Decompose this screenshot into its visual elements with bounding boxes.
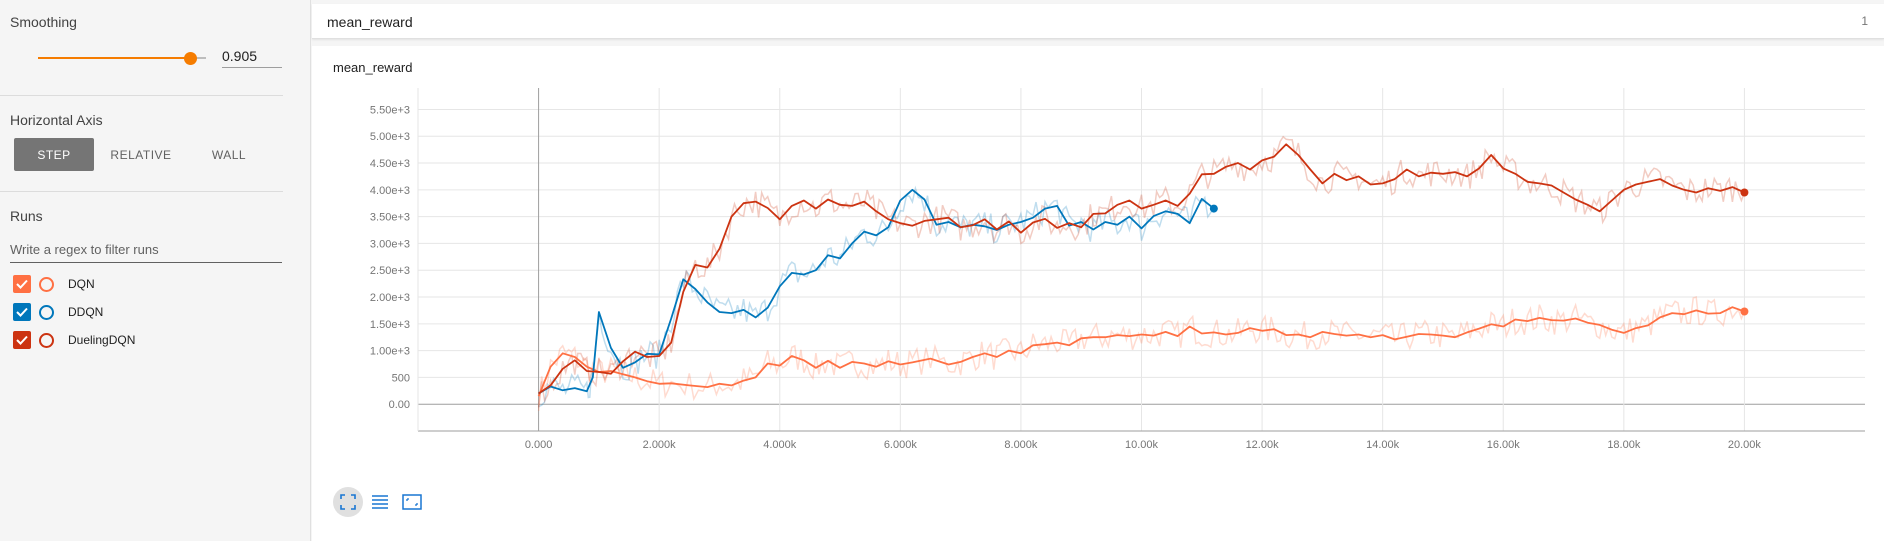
- chart-svg[interactable]: 0.00 500 1.00e+3 1.50e+3 2.00e+3 2.50e+3 3.00e…: [312, 46, 1884, 541]
- raw-line-duelingdqn: [537, 135, 1746, 408]
- sidebar: Smoothing 0.905 Horizontal Axis STEP REL…: [0, 0, 311, 541]
- run-filter-input[interactable]: [10, 237, 282, 263]
- series-line-duelingdqn: [538, 143, 1745, 395]
- run-color-ring-dqn[interactable]: [39, 276, 54, 292]
- x-tick-label: 20.00k: [1728, 439, 1762, 451]
- x-tick-label: 18.00k: [1607, 439, 1641, 451]
- series-endpoint-duelingdqn: [1740, 188, 1749, 197]
- smoothing-slider-track[interactable]: [38, 57, 191, 59]
- divider: [0, 95, 283, 96]
- axis-relative-button[interactable]: RELATIVE: [110, 147, 172, 162]
- run-label-dqn: DQN: [68, 277, 95, 291]
- tag-group-header[interactable]: mean_reward 1: [312, 4, 1884, 39]
- y-tick-label: 2.00e+3: [370, 292, 410, 304]
- chart-card: 0.00 500 1.00e+3 1.50e+3 2.00e+3 2.50e+3 3.00e…: [312, 46, 1884, 541]
- y-tick-label: 0.00: [389, 399, 410, 411]
- fit-domain-icon: [340, 494, 356, 510]
- horizontal-axis-title: Horizontal Axis: [10, 112, 103, 128]
- series-endpoint-dqn: [1740, 307, 1749, 316]
- raw-line-ddqn: [538, 185, 1215, 408]
- run-label-ddqn: DDQN: [68, 305, 104, 319]
- x-tick-label: 16.00k: [1487, 439, 1521, 451]
- checkmark-icon: [16, 307, 28, 317]
- series-line-ddqn: [538, 188, 1215, 395]
- y-tick-label: 500: [392, 372, 410, 384]
- run-item-dqn[interactable]: DQN: [13, 274, 95, 294]
- run-checkbox-ddqn[interactable]: [13, 303, 31, 321]
- smoothing-slider-rest[interactable]: [190, 57, 206, 59]
- run-item-duelingdqn[interactable]: DuelingDQN: [13, 330, 135, 350]
- run-checkbox-dqn[interactable]: [13, 275, 31, 293]
- log-scale-icon: [402, 494, 422, 510]
- y-tick-label: 4.00e+3: [370, 185, 410, 197]
- axis-step-button[interactable]: STEP: [14, 138, 94, 171]
- y-tick-label: 1.50e+3: [370, 319, 410, 331]
- data-selection-button[interactable]: [365, 487, 395, 517]
- y-tick-label: 1.00e+3: [370, 346, 410, 358]
- data-selection-icon: [372, 495, 388, 509]
- smoothing-title: Smoothing: [10, 14, 77, 30]
- x-tick-label: 4.000k: [763, 439, 797, 451]
- x-tick-label: 8.000k: [1004, 439, 1038, 451]
- series-endpoint-ddqn: [1209, 204, 1218, 213]
- y-tick-label: 3.00e+3: [370, 238, 410, 250]
- y-tick-label: 5.00e+3: [370, 131, 410, 143]
- checkmark-icon: [16, 335, 28, 345]
- y-tick-label: 5.50e+3: [370, 104, 410, 116]
- tag-group-count: 1: [1861, 14, 1868, 28]
- smoothing-slider-thumb[interactable]: [183, 52, 197, 65]
- y-tick-label: 4.50e+3: [370, 158, 410, 170]
- checkmark-icon: [16, 279, 28, 289]
- x-tick-label: 2.000k: [643, 439, 677, 451]
- tag-group-title: mean_reward: [327, 14, 413, 30]
- run-label-duelingdqn: DuelingDQN: [68, 333, 136, 347]
- series-line-dqn: [537, 306, 1745, 397]
- y-tick-label: 3.50e+3: [370, 212, 410, 224]
- fit-domain-button[interactable]: [333, 487, 363, 517]
- log-scale-button[interactable]: [397, 487, 427, 517]
- divider: [0, 191, 283, 192]
- x-tick-label: 10.00k: [1125, 439, 1159, 451]
- smoothing-value-input[interactable]: 0.905: [222, 48, 282, 68]
- chart-title: mean_reward: [333, 60, 413, 75]
- run-item-ddqn[interactable]: DDQN: [13, 302, 103, 322]
- raw-line-dqn: [537, 295, 1746, 411]
- x-tick-label: 12.00k: [1246, 439, 1280, 451]
- runs-title: Runs: [10, 208, 43, 224]
- x-tick-label: 14.00k: [1366, 439, 1400, 451]
- y-tick-label: 2.50e+3: [370, 265, 410, 277]
- axis-wall-button[interactable]: WALL: [211, 147, 247, 162]
- run-color-ring-ddqn[interactable]: [39, 304, 54, 320]
- x-tick-label: 0.000: [525, 439, 553, 451]
- run-color-ring-duelingdqn[interactable]: [39, 332, 54, 348]
- run-checkbox-duelingdqn[interactable]: [13, 331, 31, 349]
- x-tick-label: 6.000k: [884, 439, 918, 451]
